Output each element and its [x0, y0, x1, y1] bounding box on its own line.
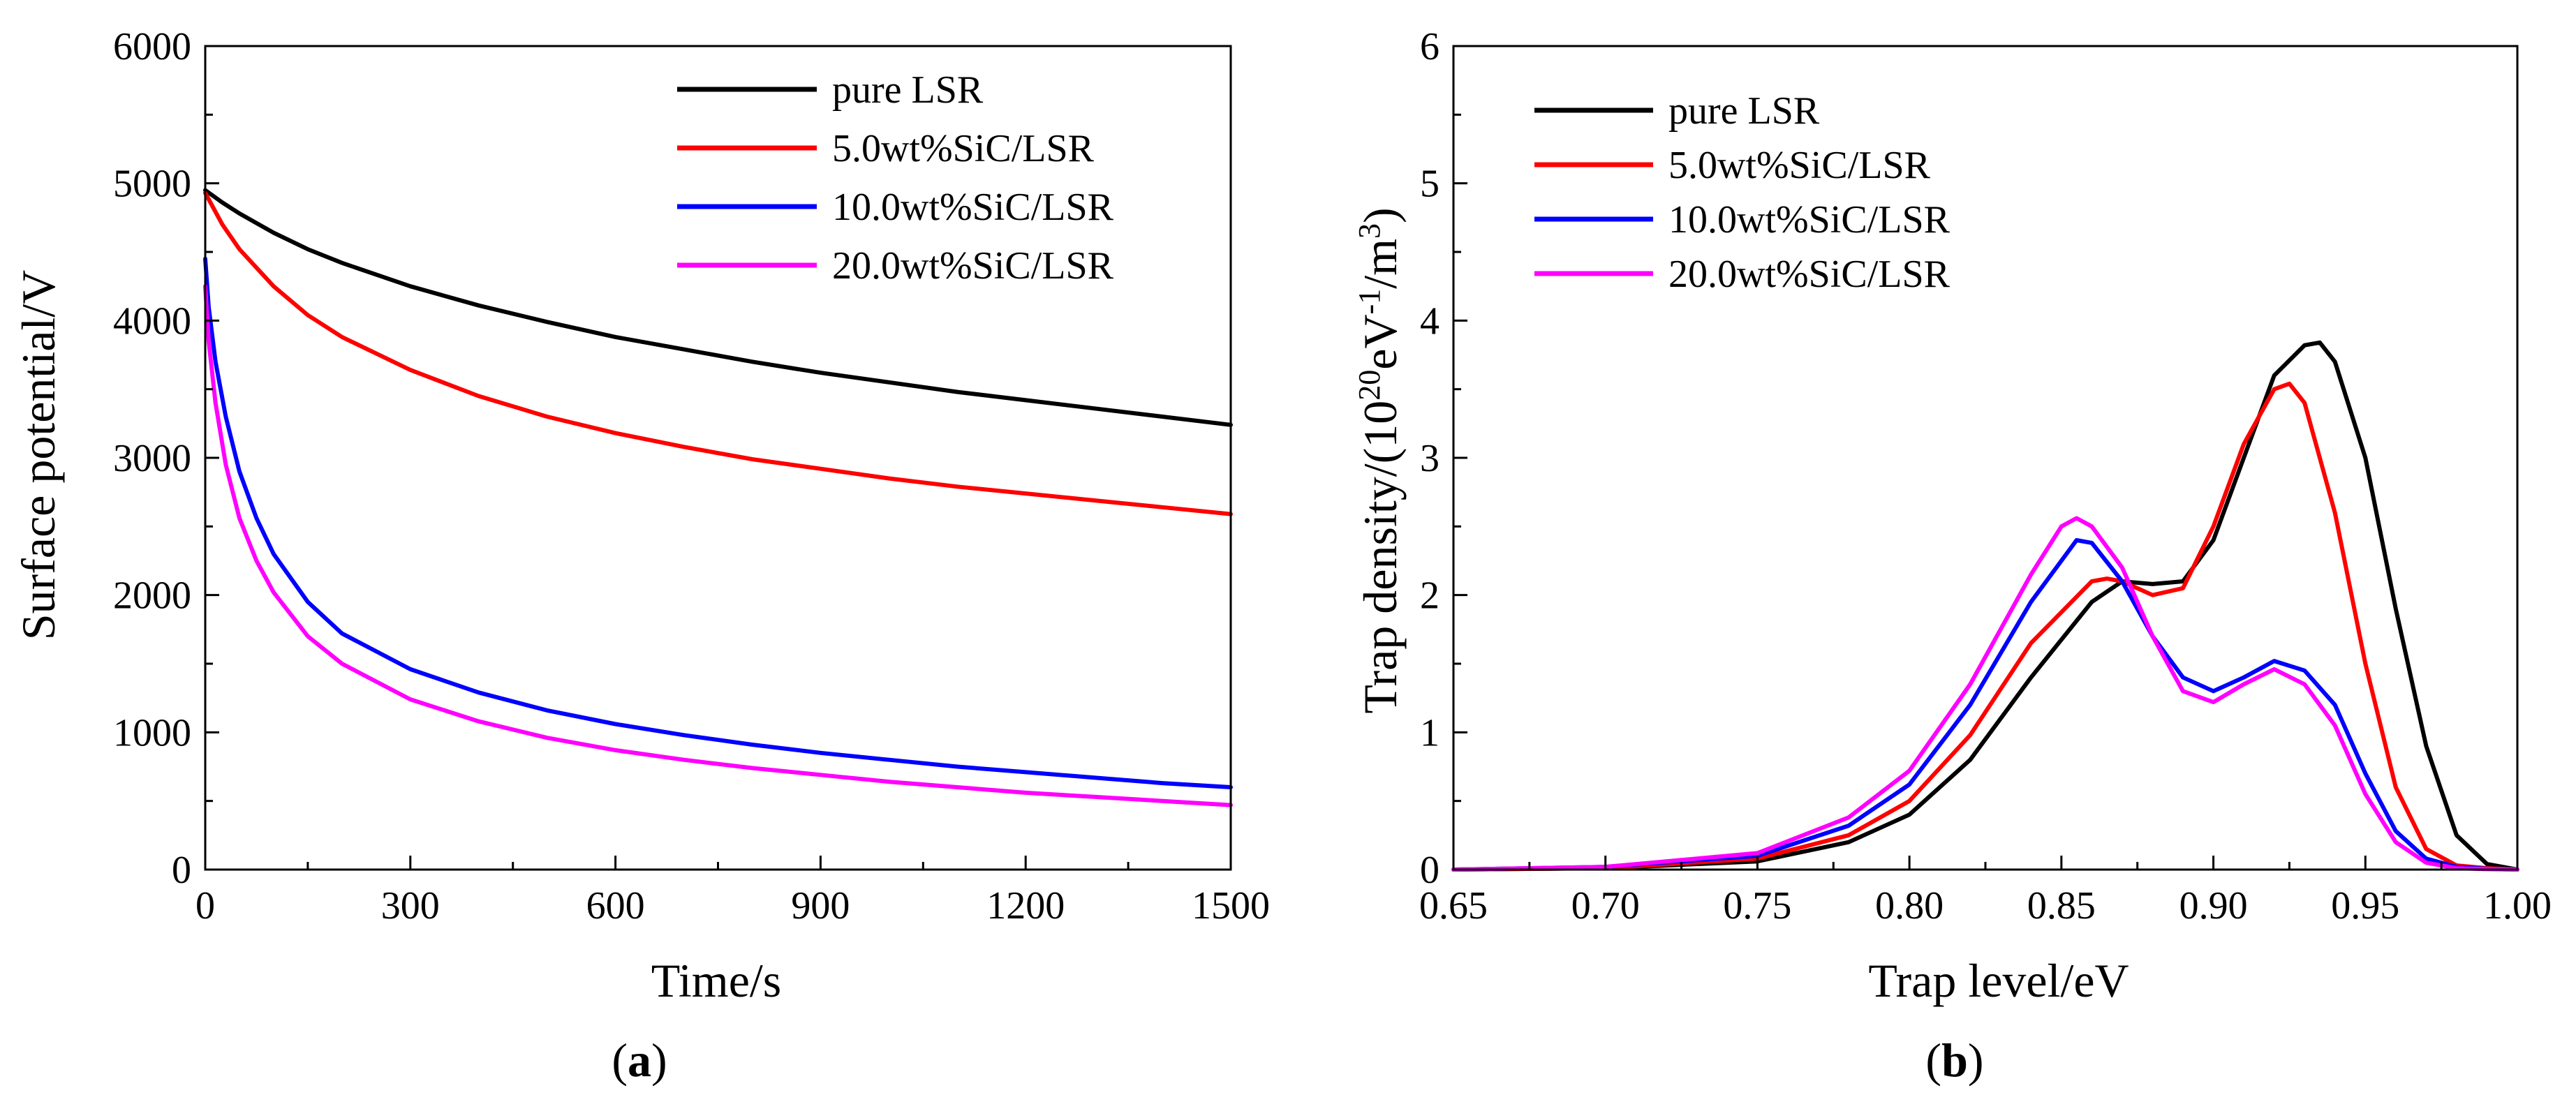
panel-b-x-tick-label: 0.90 [2179, 884, 2248, 928]
panel-a-x-tick-label: 300 [381, 884, 440, 928]
panel-b-y-tick-label: 6 [1420, 25, 1439, 68]
panel-a-legend: pure LSR 5.0wt%SiC/LSR 10.0wt%SiC/LSR 20.0w… [677, 68, 1114, 288]
panel-a-surface-potential-chart: Surface potential/V Time/s (a) 0 300 600 90… [12, 25, 1270, 1087]
panel-a-label: (a) [612, 1034, 667, 1087]
panel-a-x-tick-label: 600 [586, 884, 645, 928]
panel-b-x-tick-label: 0.80 [1875, 884, 1944, 928]
panel-a-legend-label-10-0wt-sic-lsr: 10.0wt%SiC/LSR [832, 186, 1114, 229]
panel-b-legend: pure LSR 5.0wt%SiC/LSR 10.0wt%SiC/LSR 20.0w… [1534, 89, 1950, 296]
panel-b-legend-label-10-0wt-sic-lsr: 10.0wt%SiC/LSR [1668, 198, 1950, 241]
panel-a-x-tick-label: 0 [195, 884, 215, 928]
panel-a-y-tick-label: 6000 [113, 25, 191, 68]
panel-a-legend-label-20-0wt-sic-lsr: 20.0wt%SiC/LSR [832, 244, 1114, 288]
panel-b-y-axis-label: Trap density/(1020eV-1/m3) [1352, 207, 1407, 713]
panel-a-x-tick-label: 1200 [986, 884, 1065, 928]
panel-a-series-10-0wt-sic-lsr [203, 256, 1233, 789]
panel-a-series-pure-lsr [203, 188, 1233, 427]
panel-a-y-tick-label: 3000 [113, 437, 191, 480]
panel-a-x-tick-label: 900 [791, 884, 850, 928]
panel-b-y-tick-label: 3 [1420, 437, 1439, 480]
panel-b-x-tick-label: 0.65 [1419, 884, 1488, 928]
panel-a-y-tick-label: 4000 [113, 299, 191, 343]
panel-a-x-axis-label: Time/s [651, 954, 781, 1007]
panel-b-x-axis-label: Trap level/eV [1868, 954, 2129, 1007]
panel-b-trap-density-chart: Trap density/(1020eV-1/m3) Trap level/eV… [1352, 25, 2552, 1087]
panel-b-y-tick-label: 0 [1420, 849, 1439, 892]
panel-a-y-tick-label: 2000 [113, 574, 191, 618]
panel-b-x-tick-label: 1.00 [2483, 884, 2552, 928]
panel-b-x-tick-label: 0.75 [1723, 884, 1791, 928]
panel-b-series-20-0wt-sic-lsr [1451, 516, 2519, 872]
panel-b-label: (b) [1925, 1034, 1983, 1087]
panel-a-series-20-0wt-sic-lsr [203, 284, 1233, 807]
panel-a-legend-label-pure-lsr: pure LSR [832, 68, 984, 112]
panel-a-series-5-0wt-sic-lsr [203, 191, 1233, 516]
panel-a-y-axis-label: Surface potential/V [12, 270, 65, 641]
panel-a-y-tick-label: 1000 [113, 711, 191, 754]
panel-a-y-tick-label: 0 [172, 849, 191, 892]
panel-b-series-10-0wt-sic-lsr [1451, 538, 2519, 872]
panel-b-x-tick-label: 0.85 [2027, 884, 2096, 928]
panel-a-x-tick-label: 1500 [1192, 884, 1270, 928]
panel-a-y-tick-label: 5000 [113, 163, 191, 206]
panel-b-plot-frame [1452, 45, 2519, 871]
panel-b-x-tick-label: 0.70 [1571, 884, 1640, 928]
panel-b-y-tick-label: 4 [1420, 299, 1439, 343]
panel-b-x-tick-label: 0.95 [2331, 884, 2399, 928]
panel-b-y-tick-label: 2 [1420, 574, 1439, 618]
panel-b-y-tick-label: 1 [1420, 711, 1439, 754]
panel-b-y-tick-label: 5 [1420, 163, 1439, 206]
panel-a-legend-label-5-0wt-sic-lsr: 5.0wt%SiC/LSR [832, 127, 1095, 170]
panel-b-legend-label-20-0wt-sic-lsr: 20.0wt%SiC/LSR [1668, 253, 1950, 296]
panel-b-series-pure-lsr [1451, 340, 2519, 872]
panel-b-legend-label-5-0wt-sic-lsr: 5.0wt%SiC/LSR [1668, 144, 1931, 187]
panel-b-legend-label-pure-lsr: pure LSR [1668, 89, 1820, 133]
panel-b-series-5-0wt-sic-lsr [1451, 381, 2519, 872]
